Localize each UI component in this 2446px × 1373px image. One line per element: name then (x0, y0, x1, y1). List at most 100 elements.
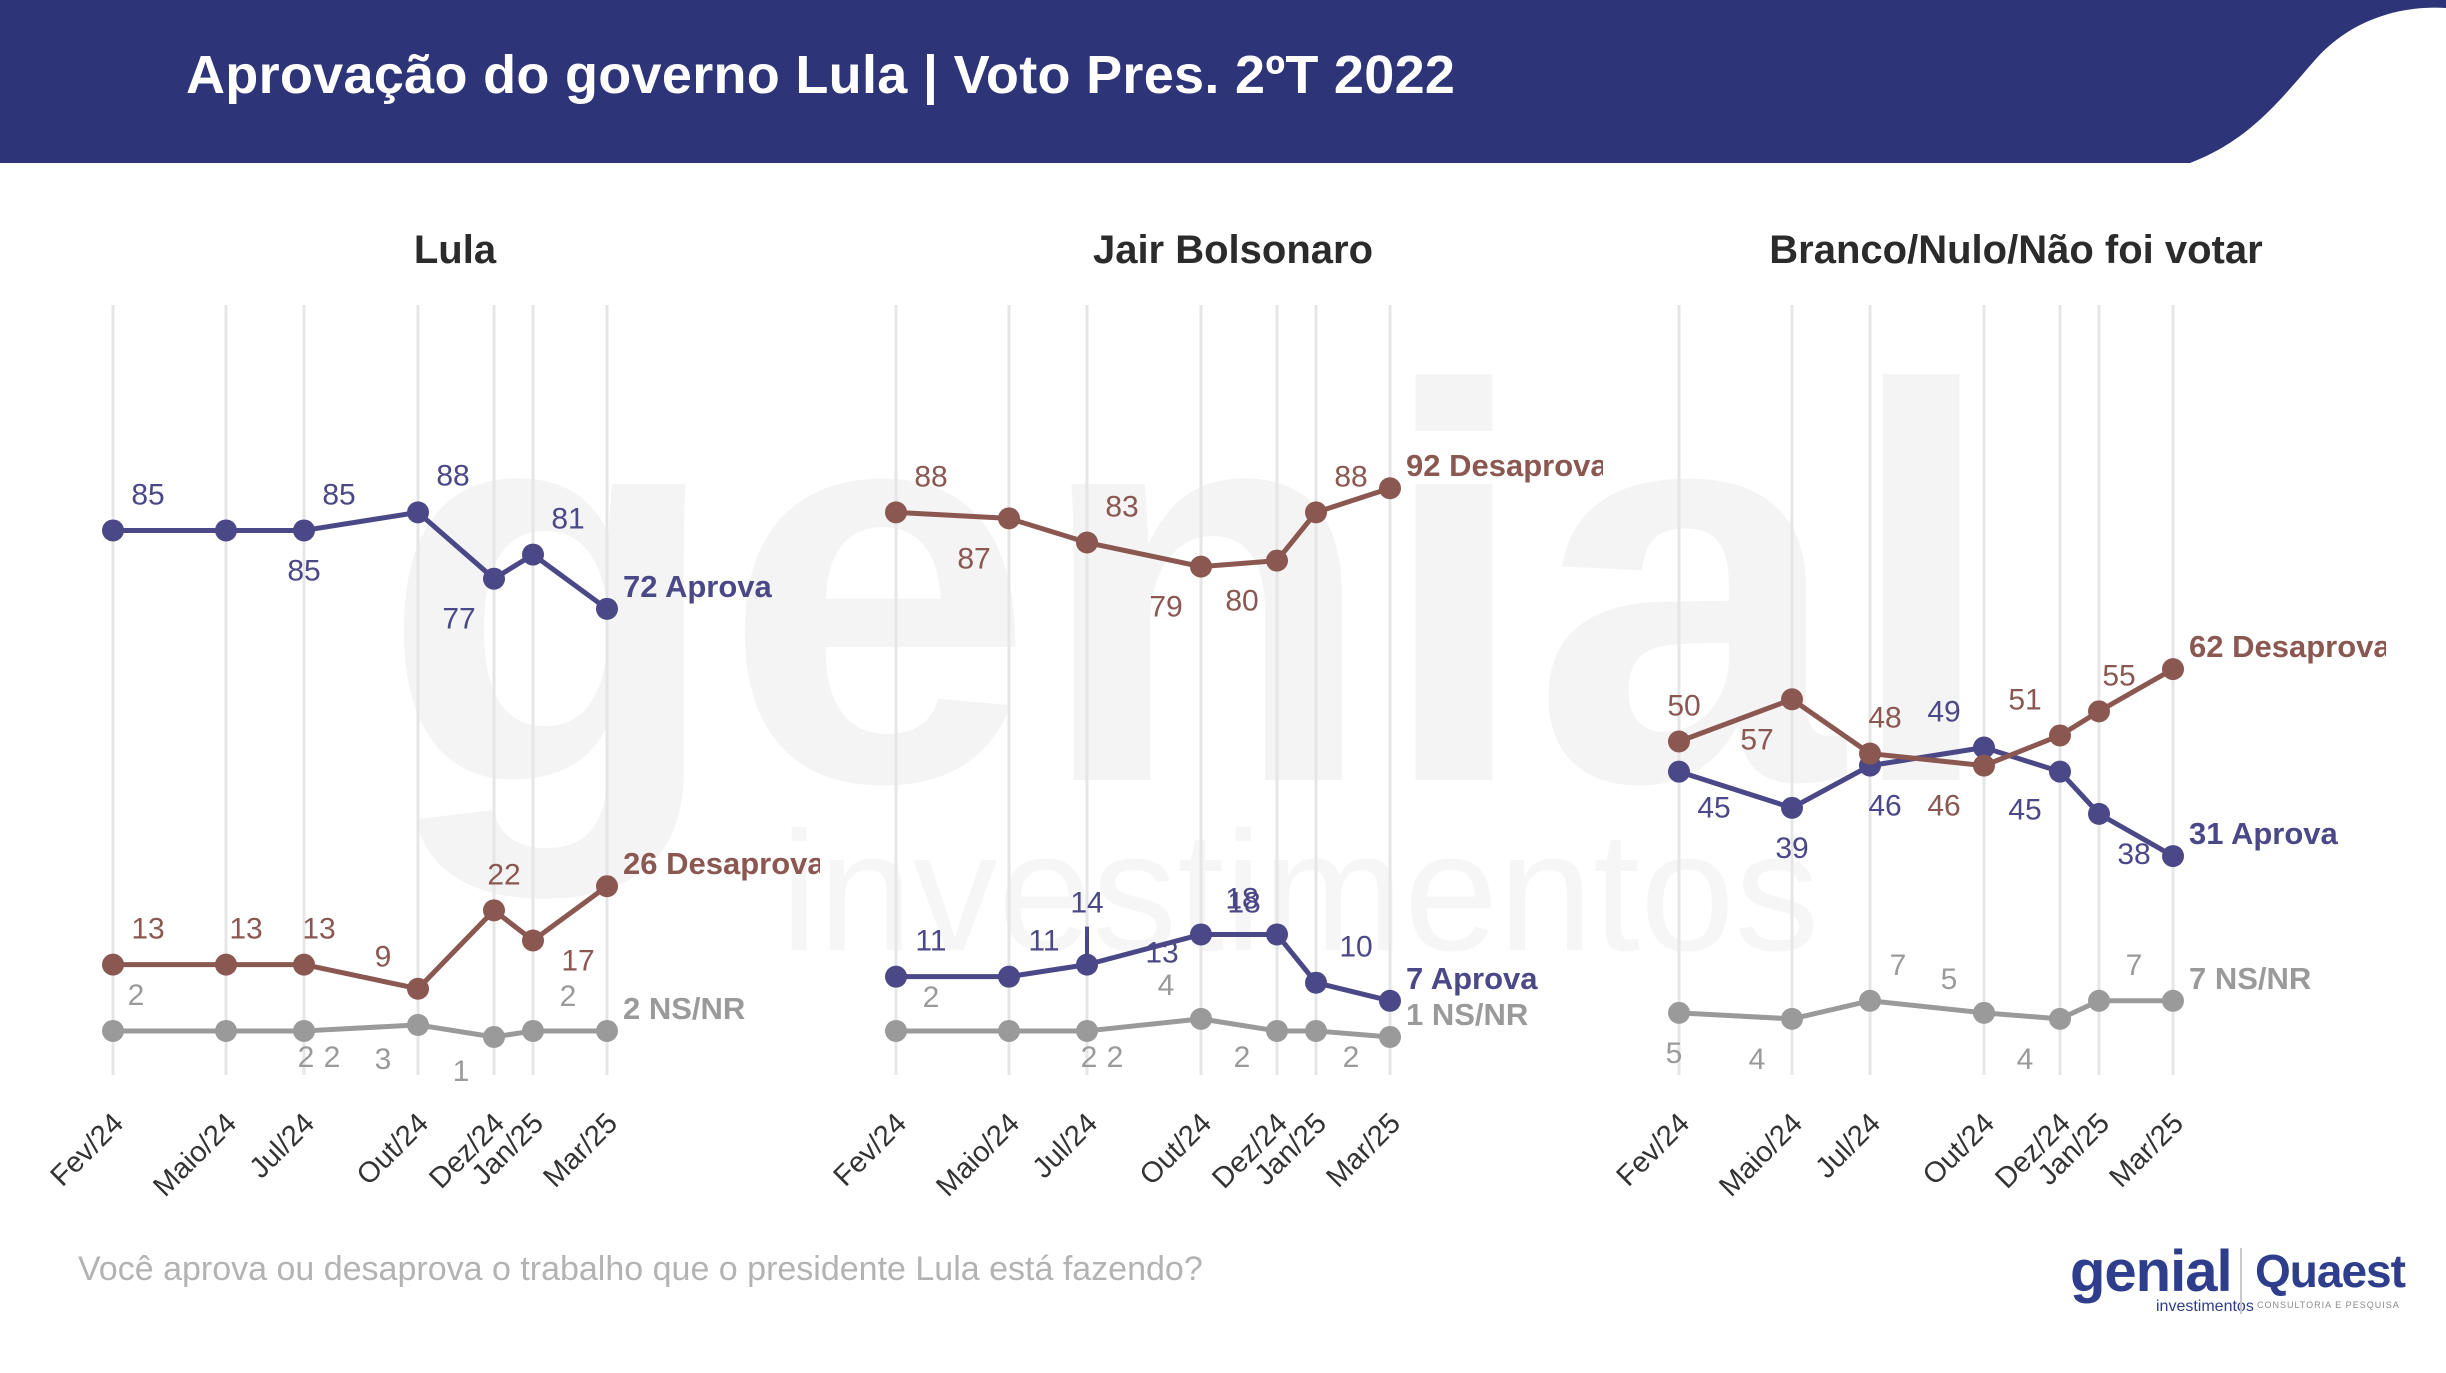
data-label: 87 (957, 542, 990, 575)
data-label: 4 (1158, 969, 1175, 1002)
data-label: 49 (1927, 696, 1960, 729)
data-label: 22 (487, 858, 520, 891)
data-label: 13 (302, 913, 335, 946)
data-point (2088, 700, 2110, 723)
x-tick-label: Maio/24 (1713, 1107, 1809, 1203)
data-label: 2 (923, 981, 940, 1014)
data-label: 13 (131, 913, 164, 946)
data-point (1973, 736, 1995, 759)
data-label: 50 (1667, 690, 1700, 723)
data-point (483, 567, 505, 590)
data-label: 85 (131, 478, 164, 511)
data-label: 45 (2008, 794, 2041, 827)
data-label: 46 (1868, 790, 1901, 823)
genial-logo: genial (2070, 1239, 2233, 1304)
data-label: 48 (1868, 702, 1901, 735)
data-point (483, 1025, 505, 1048)
data-point (885, 965, 907, 988)
data-point (522, 929, 544, 952)
data-point (1781, 1007, 1803, 1030)
logos: genial investimentos Quaest CONSULTORIA … (2060, 1239, 2420, 1322)
x-tick-label: Out/24 (351, 1107, 435, 1191)
data-point (522, 1019, 544, 1042)
data-label: 13 (229, 913, 262, 946)
data-point (1305, 1019, 1327, 1042)
data-label: 11 (915, 925, 946, 958)
data-label: 18 (1225, 882, 1258, 915)
data-point (1859, 989, 1881, 1012)
data-point (215, 1019, 237, 1042)
data-point (2162, 989, 2184, 1012)
data-point (1305, 971, 1327, 994)
series-end-label: 62 Desaprova (2189, 629, 2386, 664)
data-point (1379, 477, 1401, 500)
data-label: 17 (561, 944, 594, 977)
data-point (215, 519, 237, 542)
data-point (2088, 989, 2110, 1012)
header-background (0, 0, 2446, 163)
x-tick-label: Mar/25 (537, 1107, 623, 1193)
data-point (522, 543, 544, 566)
chart-panel-bolsonaro: Jair Bolsonaro Fev/24 Maio/24 Jul/24 Out/24… (783, 0, 1609, 1368)
x-tick-label: Out/24 (1134, 1107, 1218, 1191)
x-tick-label: Maio/24 (147, 1107, 243, 1203)
data-label: 39 (1775, 832, 1808, 865)
series-end-label: 2 NS/NR (623, 991, 745, 1026)
data-label: 13 (1145, 937, 1178, 970)
data-label: 88 (436, 459, 469, 492)
data-point (1668, 760, 1690, 783)
data-label: 38 (2117, 838, 2150, 871)
data-label: 1 (453, 1055, 470, 1088)
data-point (483, 899, 505, 922)
data-label: 2 (1107, 1041, 1124, 1074)
quaest-logo: Quaest (2255, 1245, 2406, 1297)
data-label: 88 (914, 460, 947, 493)
data-point (293, 519, 315, 542)
data-point (1668, 730, 1690, 753)
data-label: 10 (1339, 931, 1372, 964)
data-label: 80 (1225, 585, 1258, 618)
data-point (1379, 1025, 1401, 1048)
data-label: 9 (375, 941, 392, 974)
data-point (1305, 501, 1327, 524)
data-label: 45 (1697, 792, 1730, 825)
chart-title-lula: Lula (413, 228, 497, 272)
data-label: 57 (1740, 723, 1773, 756)
x-tick-label: Fev/24 (1611, 1107, 1696, 1192)
data-label: 77 (442, 603, 475, 636)
data-label: 85 (287, 554, 320, 587)
series-end-label: 72 Aprova (623, 569, 773, 604)
chart-title-bolsonaro: Jair Bolsonaro (1092, 228, 1374, 272)
data-label: 55 (2102, 659, 2135, 692)
data-point (885, 501, 907, 524)
data-point (215, 953, 237, 976)
x-tick-label: Fev/24 (828, 1107, 913, 1192)
x-tick-label: Mar/25 (1320, 1107, 1406, 1193)
x-tick-label: Jul/24 (1027, 1107, 1104, 1184)
series-end-label: 26 Desaprova (623, 846, 820, 881)
series-end-label: 7 Aprova (1406, 961, 1538, 996)
header-banner: Aprovação do governo Lula | Voto Pres. 2… (0, 0, 2446, 163)
chart-bolsonaro: Fev/24 Maio/24 Jul/24 Out/24Dez/24Jan/25Mar… (828, 305, 1608, 1203)
series-end-label: 31 Aprova (2189, 816, 2339, 851)
data-point (293, 953, 315, 976)
data-point (1781, 796, 1803, 819)
chart-branco-nulo: Fev/24 Maio/24 Jul/24 Out/24Dez/24Jan/25Mar… (1611, 305, 2391, 1203)
x-tick-label: Out/24 (1917, 1107, 2001, 1191)
data-point (2049, 724, 2071, 747)
data-label: 4 (2017, 1043, 2034, 1076)
data-point (596, 875, 618, 898)
data-label: 51 (2008, 683, 2041, 716)
series-end-label: 1 NS/NR (1406, 997, 1528, 1032)
data-label: 83 (1105, 491, 1138, 524)
data-label: 79 (1149, 591, 1182, 624)
data-point (885, 1019, 907, 1042)
data-point (1266, 1019, 1288, 1042)
genial-logo-subtitle: investimentos (2156, 1298, 2254, 1315)
data-point (407, 977, 429, 1000)
data-point (1190, 555, 1212, 578)
data-point (1973, 1001, 1995, 1024)
header-shape (0, 0, 2446, 163)
data-point (1266, 549, 1288, 572)
